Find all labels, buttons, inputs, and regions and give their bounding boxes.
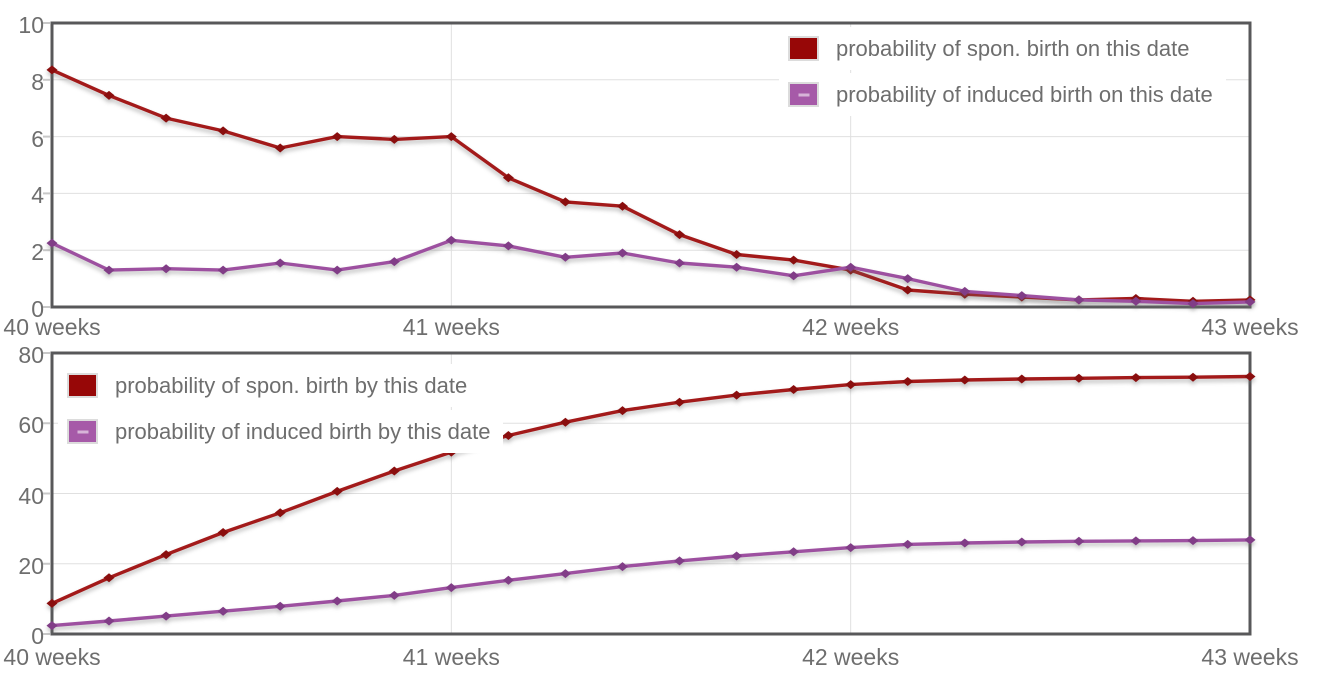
spon-birth-swatch-icon [67,373,98,398]
x-tick-label: 43 weeks [1201,644,1299,670]
x-tick-label: 43 weeks [1201,314,1299,340]
x-tick-label: 41 weeks [402,314,500,340]
y-tick-label: 0 [31,296,44,322]
legend-label: probability of spon. birth on this date [836,35,1190,61]
y-tick-label: 20 [18,552,44,579]
x-tick-label: 40 weeks [3,644,101,670]
x-tick-label: 42 weeks [802,644,900,670]
y-tick-label: 4 [31,182,44,209]
induced-birth-swatch-icon [67,419,98,444]
legend-by-this-date: probability of spon. birth by this date … [58,364,504,453]
x-tick-label: 42 weeks [802,314,900,340]
legend-item-spon-by-date[interactable]: probability of spon. birth by this date [58,364,504,407]
y-tick-label: 40 [18,482,44,509]
legend-label: probability of induced birth by this dat… [115,418,491,444]
legend-item-induced-on-date[interactable]: probability of induced birth on this dat… [779,73,1226,116]
marker-dash-icon [77,430,88,433]
y-tick-label: 8 [31,68,44,95]
legend-on-this-date: probability of spon. birth on this date … [779,27,1226,116]
y-tick-label: 60 [18,412,44,439]
x-tick-label: 41 weeks [402,644,500,670]
legend-label: probability of induced birth on this dat… [836,81,1213,107]
y-tick-label: 2 [31,239,44,266]
legend-item-spon-on-date[interactable]: probability of spon. birth on this date [779,27,1226,70]
induced-birth-swatch-icon [788,82,819,107]
spon-birth-swatch-icon [788,36,819,61]
marker-dash-icon [798,93,809,96]
y-tick-label: 0 [31,623,44,649]
y-tick-label: 80 [18,342,44,368]
y-tick-label: 10 [18,12,44,38]
y-tick-label: 6 [31,125,44,152]
x-tick-label: 40 weeks [3,314,101,340]
legend-item-induced-by-date[interactable]: probability of induced birth by this dat… [58,410,504,453]
legend-label: probability of spon. birth by this date [115,372,468,398]
